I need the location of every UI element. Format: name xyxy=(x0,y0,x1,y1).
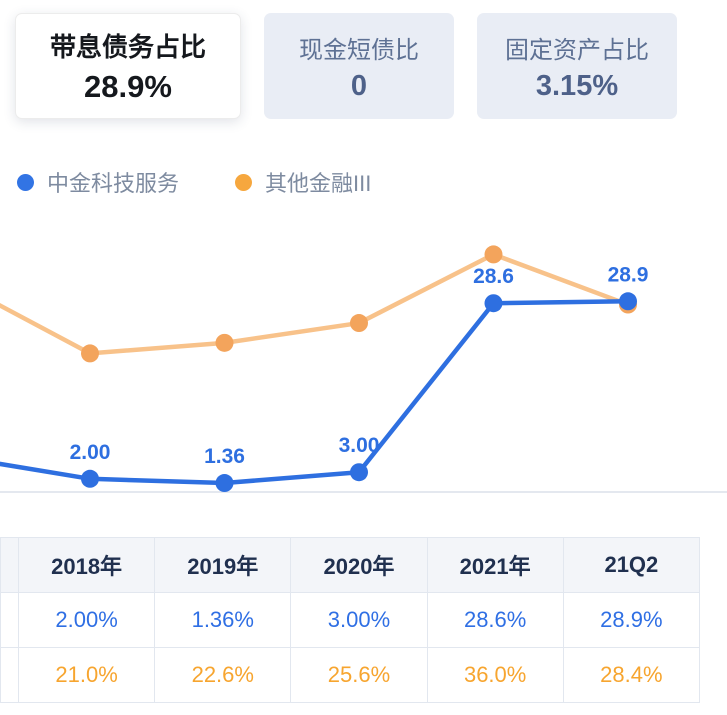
chart-svg: 2.00 1.36 3.00 28.6 28.9 xyxy=(0,245,727,493)
metric-card-title: 现金短债比 xyxy=(299,36,419,64)
table-cell: 22.6% xyxy=(154,647,292,703)
table-cell: 2.00% xyxy=(17,592,156,648)
legend-item-series-2[interactable]: 其他金融III xyxy=(235,166,371,198)
table-row: 21.0% 22.6% 25.6% 36.0% 28.4% xyxy=(0,647,701,703)
legend-dot-icon xyxy=(235,173,253,191)
table-cell xyxy=(0,592,19,648)
line-chart: 2.00 1.36 3.00 28.6 28.9 xyxy=(0,228,727,494)
table-header-cell: 2021年 xyxy=(426,537,564,593)
metric-card-value: 28.9% xyxy=(84,69,172,104)
svg-text:28.6: 28.6 xyxy=(473,265,514,288)
table-header-cell: 2020年 xyxy=(290,537,428,593)
table-cell xyxy=(0,647,19,703)
legend-label: 其他金融III xyxy=(265,171,372,196)
svg-text:3.00: 3.00 xyxy=(339,434,380,457)
table-cell: 21.0% xyxy=(17,647,156,703)
legend-dot-icon xyxy=(17,173,34,191)
table-cell: 28.4% xyxy=(562,647,701,703)
table-header-cell xyxy=(0,537,19,593)
table-cell: 36.0% xyxy=(426,647,564,703)
metric-card-title: 固定资产占比 xyxy=(505,36,649,64)
table-cell: 25.6% xyxy=(290,647,428,703)
table-header-cell: 2019年 xyxy=(154,537,292,593)
metric-card-title: 带息债务占比 xyxy=(49,32,206,62)
table-header-cell: 21Q2 xyxy=(562,537,701,593)
metric-card-fixed-assets-ratio[interactable]: 固定资产占比 3.15% xyxy=(477,13,677,119)
data-table-wrap: 2018年 2019年 2020年 2021年 21Q2 2.00% 1.36% 3.00%… xyxy=(0,537,701,703)
table-body: 2.00% 1.36% 3.00% 28.6% 28.9% 21.0% 22.6% 25.6%… xyxy=(0,592,701,703)
table-row: 2.00% 1.36% 3.00% 28.6% 28.9% xyxy=(0,592,701,648)
chart-legend: 中金科技服务 其他金融III xyxy=(17,166,371,198)
legend-label: 中金科技服务 xyxy=(47,171,180,196)
svg-text:1.36: 1.36 xyxy=(204,445,245,468)
metric-card-value: 3.15% xyxy=(535,69,619,102)
metric-card-cash-ratio[interactable]: 现金短债比 0 xyxy=(264,13,454,119)
table-cell: 1.36% xyxy=(154,592,292,648)
svg-text:2.00: 2.00 xyxy=(70,441,111,464)
table-cell: 3.00% xyxy=(290,592,428,648)
legend-item-series-1[interactable]: 中金科技服务 xyxy=(17,166,179,198)
table-cell: 28.6% xyxy=(426,592,564,648)
metric-cards: 带息债务占比 28.9% 现金短债比 0 固定资产占比 3.15% xyxy=(15,13,677,119)
metric-card-debt-ratio[interactable]: 带息债务占比 28.9% xyxy=(15,13,241,119)
table-header-row: 2018年 2019年 2020年 2021年 21Q2 xyxy=(0,537,701,593)
table-cell: 28.9% xyxy=(562,592,701,648)
svg-text:28.9: 28.9 xyxy=(608,263,649,286)
metric-card-value: 0 xyxy=(350,69,368,102)
data-table: 2018年 2019年 2020年 2021年 21Q2 2.00% 1.36% 3.00%… xyxy=(0,537,701,703)
table-header-cell: 2018年 xyxy=(17,537,156,593)
